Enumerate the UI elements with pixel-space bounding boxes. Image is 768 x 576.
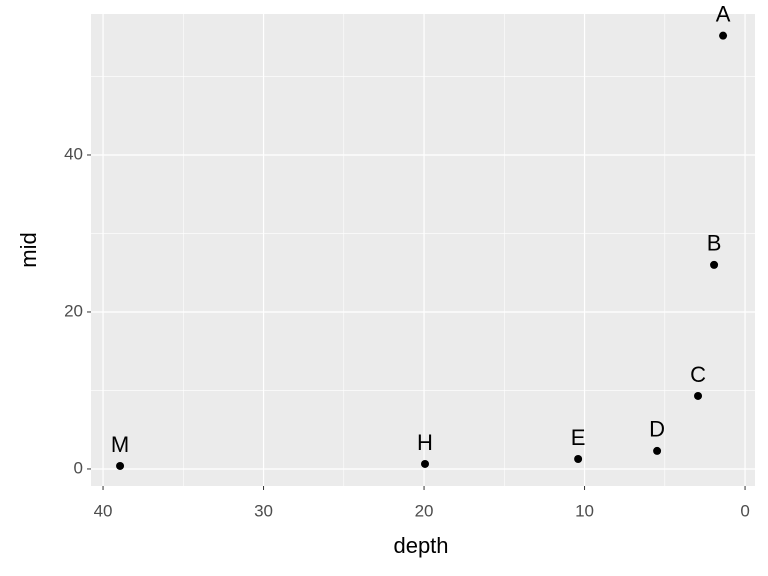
- point-label: A: [716, 1, 731, 26]
- point-label: E: [571, 425, 586, 450]
- point-label: C: [690, 362, 706, 387]
- point: [694, 391, 703, 400]
- y-tick-label: 40: [64, 144, 83, 163]
- point: [421, 459, 430, 468]
- point-label: M: [111, 432, 129, 457]
- point: [710, 260, 719, 269]
- point-label: D: [649, 417, 665, 442]
- point-label: B: [707, 231, 722, 256]
- x-tick-label: 0: [740, 501, 749, 520]
- y-tick-label: 20: [64, 301, 83, 320]
- x-tick-label: 10: [575, 501, 594, 520]
- point: [116, 461, 125, 470]
- y-tick-label: 0: [74, 458, 83, 477]
- point-label: H: [417, 430, 433, 455]
- panel: [91, 14, 755, 486]
- point: [574, 454, 583, 463]
- x-tick-label: 40: [94, 501, 113, 520]
- x-axis-title: depth: [393, 533, 448, 558]
- y-axis-title: mid: [16, 232, 41, 267]
- point: [719, 31, 728, 40]
- point: [653, 446, 662, 455]
- x-tick-label: 30: [254, 501, 273, 520]
- x-tick-label: 20: [415, 501, 434, 520]
